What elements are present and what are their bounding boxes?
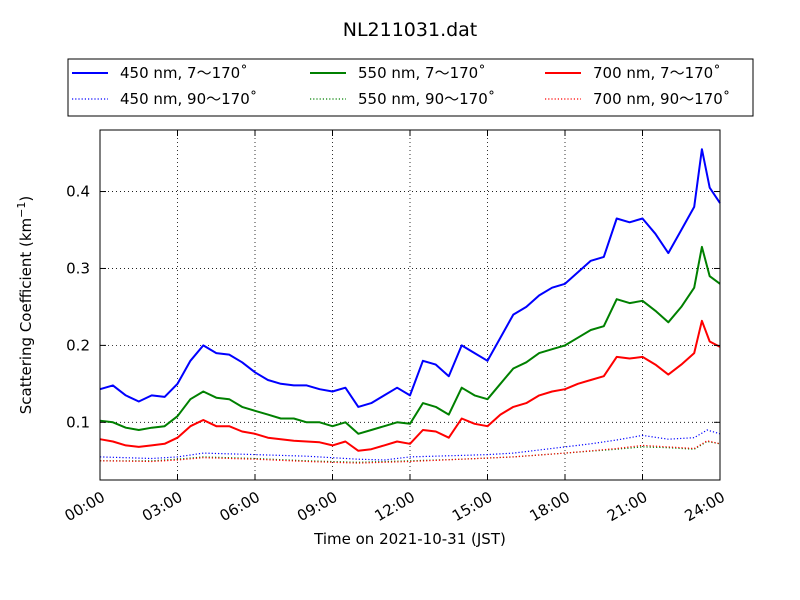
x-tick-label: 09:00 (294, 488, 340, 525)
y-axis-label-close: ) (17, 196, 35, 202)
series-line-1 (99, 429, 721, 461)
x-axis-label: Time on 2021-10-31 (JST) (313, 530, 506, 548)
y-tick-label: 0.1 (66, 413, 90, 431)
chart-title: NL211031.dat (343, 19, 478, 41)
grid (100, 130, 720, 480)
y-axis-label-exponent: −1 (15, 202, 28, 218)
legend: 450 nm, 7～170˚ 550 nm, 7～170˚ 700 nm, 7～17… (67, 58, 754, 117)
x-tick-label: 00:00 (62, 488, 108, 525)
series-line-2 (99, 245, 721, 435)
series-line-0 (99, 148, 721, 408)
series-layer (99, 148, 721, 464)
legend-label: 550 nm, 7～170˚ (358, 64, 486, 82)
y-tick-label: 0.3 (66, 259, 90, 277)
x-tick-label: 03:00 (139, 488, 185, 525)
legend-label: 450 nm, 90～170˚ (120, 90, 257, 108)
x-tick-label: 21:00 (604, 488, 650, 525)
y-tick-label: 0.2 (66, 336, 90, 354)
y-axis-label: Scattering Coefficient (km−1) (15, 196, 35, 415)
legend-label: 450 nm, 7～170˚ (120, 64, 248, 82)
x-tick-label: 06:00 (217, 488, 263, 525)
x-tick-label: 15:00 (449, 488, 495, 525)
plot-area (100, 130, 720, 480)
legend-label: 700 nm, 7～170˚ (593, 64, 721, 82)
series-line-5 (99, 440, 721, 464)
x-tick-label: 12:00 (372, 488, 418, 525)
x-tick-label: 24:00 (682, 488, 728, 525)
series-line-4 (99, 319, 721, 452)
x-tick-label: 18:00 (527, 488, 573, 525)
legend-frame (67, 58, 754, 117)
legend-label: 700 nm, 90～170˚ (593, 90, 730, 108)
legend-label: 550 nm, 90～170˚ (358, 90, 495, 108)
y-axis-label-main: Scattering Coefficient (km (17, 218, 35, 414)
y-tick-label: 0.4 (66, 183, 90, 201)
